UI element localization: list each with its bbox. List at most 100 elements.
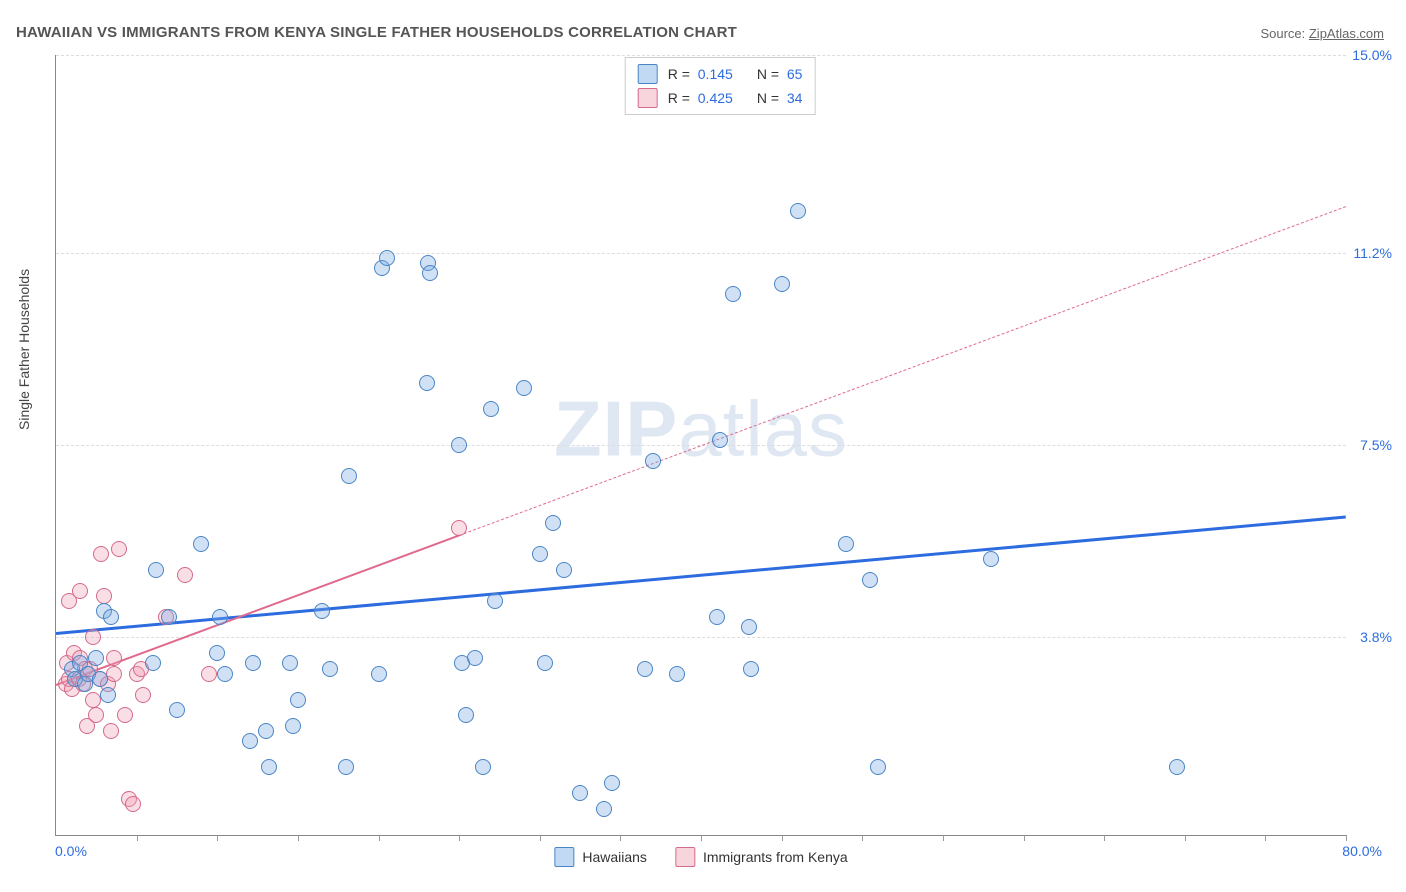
watermark: ZIPatlas [554, 384, 848, 475]
scatter-point [637, 661, 653, 677]
scatter-point [838, 536, 854, 552]
x-right-label: 80.0% [1342, 843, 1382, 859]
gridline-h [56, 637, 1346, 638]
correlation-stats-box: R = 0.145N = 65R = 0.425N = 34 [625, 57, 816, 115]
scatter-point [451, 437, 467, 453]
chart-title: HAWAIIAN VS IMMIGRANTS FROM KENYA SINGLE… [16, 24, 737, 41]
scatter-point [709, 609, 725, 625]
source-link[interactable]: ZipAtlas.com [1309, 26, 1384, 41]
regression-line [56, 516, 1346, 635]
stat-r-value: 0.425 [698, 90, 733, 106]
scatter-point [371, 666, 387, 682]
x-tick [1104, 835, 1105, 841]
scatter-point [422, 265, 438, 281]
scatter-point [177, 567, 193, 583]
scatter-point [314, 603, 330, 619]
scatter-point [870, 759, 886, 775]
scatter-point [1169, 759, 1185, 775]
scatter-point [338, 759, 354, 775]
regression-line [459, 206, 1346, 536]
scatter-point [604, 775, 620, 791]
series-legend: Hawaiians Immigrants from Kenya [554, 847, 847, 867]
swatch-blue-icon [554, 847, 574, 867]
x-tick [1185, 835, 1186, 841]
scatter-point [285, 718, 301, 734]
scatter-point [282, 655, 298, 671]
scatter-point [467, 650, 483, 666]
stats-row: R = 0.425N = 34 [626, 86, 815, 110]
scatter-point [483, 401, 499, 417]
scatter-point [537, 655, 553, 671]
stat-r-label: R = [668, 90, 690, 106]
y-tick-label: 3.8% [1360, 629, 1392, 645]
x-tick [298, 835, 299, 841]
scatter-point [161, 609, 177, 625]
legend-label-kenya: Immigrants from Kenya [703, 849, 848, 865]
stat-r-label: R = [668, 66, 690, 82]
scatter-point [96, 588, 112, 604]
scatter-point [790, 203, 806, 219]
scatter-point [245, 655, 261, 671]
stats-row: R = 0.145N = 65 [626, 62, 815, 86]
swatch-icon [638, 64, 658, 84]
stat-n-value: 65 [787, 66, 803, 82]
stat-n-label: N = [757, 90, 779, 106]
scatter-point [193, 536, 209, 552]
scatter-point [290, 692, 306, 708]
swatch-pink-icon [675, 847, 695, 867]
scatter-point [645, 453, 661, 469]
x-tick [137, 835, 138, 841]
scatter-point [419, 375, 435, 391]
y-tick-label: 15.0% [1352, 47, 1392, 63]
scatter-point [596, 801, 612, 817]
scatter-point [135, 687, 151, 703]
swatch-icon [638, 88, 658, 108]
scatter-point [725, 286, 741, 302]
scatter-point [169, 702, 185, 718]
x-tick [540, 835, 541, 841]
x-left-label: 0.0% [55, 843, 87, 859]
scatter-point [145, 655, 161, 671]
scatter-point [741, 619, 757, 635]
scatter-point [201, 666, 217, 682]
scatter-point [322, 661, 338, 677]
x-tick [701, 835, 702, 841]
scatter-point [774, 276, 790, 292]
scatter-point [669, 666, 685, 682]
source-attribution: Source: ZipAtlas.com [1260, 26, 1384, 41]
x-tick [1024, 835, 1025, 841]
y-tick-label: 11.2% [1353, 245, 1392, 261]
scatter-point [100, 687, 116, 703]
legend-item-kenya: Immigrants from Kenya [675, 847, 848, 867]
scatter-point [85, 629, 101, 645]
legend-label-hawaiians: Hawaiians [582, 849, 647, 865]
stat-r-value: 0.145 [698, 66, 733, 82]
scatter-point [532, 546, 548, 562]
scatter-point [103, 609, 119, 625]
legend-item-hawaiians: Hawaiians [554, 847, 647, 867]
scatter-point [475, 759, 491, 775]
gridline-h [56, 55, 1346, 56]
chart-area: ZIPatlas R = 0.145N = 65R = 0.425N = 34 … [55, 55, 1346, 836]
scatter-point [556, 562, 572, 578]
scatter-point [72, 583, 88, 599]
scatter-point [125, 796, 141, 812]
scatter-point [379, 250, 395, 266]
x-tick [782, 835, 783, 841]
source-prefix: Source: [1260, 26, 1308, 41]
x-tick [620, 835, 621, 841]
scatter-point [148, 562, 164, 578]
y-axis-label: Single Father Households [16, 269, 32, 430]
scatter-point [217, 666, 233, 682]
x-tick [379, 835, 380, 841]
scatter-point [111, 541, 127, 557]
gridline-h [56, 253, 1346, 254]
scatter-point [572, 785, 588, 801]
scatter-point [261, 759, 277, 775]
x-tick [943, 835, 944, 841]
scatter-point [516, 380, 532, 396]
scatter-point [88, 650, 104, 666]
scatter-point [88, 707, 104, 723]
scatter-point [545, 515, 561, 531]
scatter-point [103, 723, 119, 739]
